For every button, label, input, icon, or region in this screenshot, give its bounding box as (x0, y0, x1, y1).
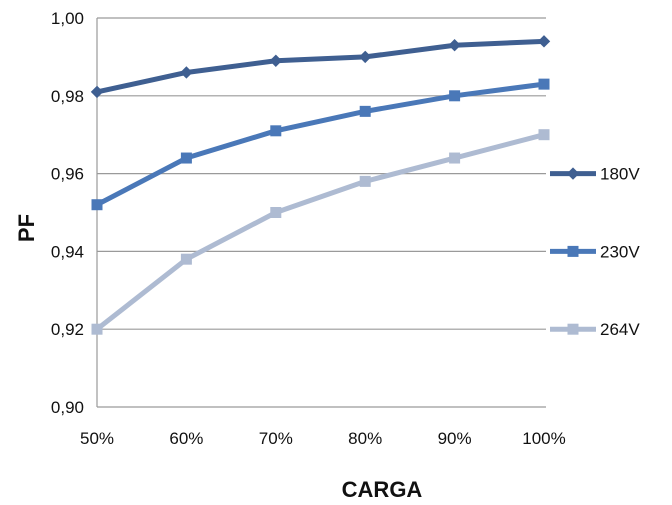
y-tick-label: 0,98 (51, 87, 84, 106)
series-line (94, 38, 547, 95)
series-line (94, 132, 547, 332)
y-tick-label: 0,90 (51, 398, 84, 417)
legend-item: 264V (550, 320, 640, 339)
x-tick-label: 80% (348, 429, 382, 448)
data-point (538, 78, 550, 90)
series-264V (91, 129, 550, 335)
data-point (359, 105, 371, 117)
data-point (269, 54, 283, 67)
x-tick-label: 50% (80, 429, 114, 448)
y-tick-labels: 0,90 0,92 0,94 0,96 0,98 1,00 (51, 9, 84, 417)
data-point (180, 253, 192, 265)
x-tick-labels: 50% 60% 70% 80% 90% 100% (80, 429, 566, 448)
data-point (358, 50, 372, 64)
series-180V (90, 35, 551, 99)
data-point (567, 323, 579, 335)
x-tick-label: 60% (169, 429, 203, 448)
legend-item: 230V (550, 242, 640, 261)
y-axis-title: PF (14, 214, 39, 242)
legend-item: 180V (550, 165, 640, 184)
legend-label: 230V (600, 242, 640, 261)
data-point (566, 167, 580, 180)
data-point (270, 125, 282, 137)
x-tick-label: 100% (522, 429, 565, 448)
legend-label: 264V (600, 320, 640, 339)
data-point (270, 207, 282, 218)
y-tick-label: 0,96 (51, 165, 84, 184)
data-point (91, 323, 103, 335)
data-point (567, 245, 579, 257)
data-point (449, 152, 461, 164)
data-point (359, 175, 371, 187)
data-point (449, 90, 461, 102)
data-point (90, 85, 104, 99)
x-tick-label: 70% (259, 429, 293, 448)
data-point (180, 66, 193, 79)
y-tick-label: 1,00 (51, 9, 84, 28)
data-point (537, 35, 551, 48)
data-point (448, 39, 461, 52)
data-point (180, 152, 192, 164)
x-axis-title: CARGA (342, 477, 423, 502)
y-tick-label: 0,94 (51, 242, 84, 261)
series-230V (91, 78, 550, 211)
series-line (94, 81, 547, 208)
grid-lines (97, 17, 546, 408)
data-point (538, 129, 550, 141)
legend-label: 180V (600, 165, 640, 184)
data-point (91, 199, 103, 211)
series-lines (90, 35, 551, 335)
y-tick-label: 0,92 (51, 320, 84, 339)
legend: 180V 230V 264V (550, 165, 640, 339)
x-tick-label: 90% (438, 429, 472, 448)
